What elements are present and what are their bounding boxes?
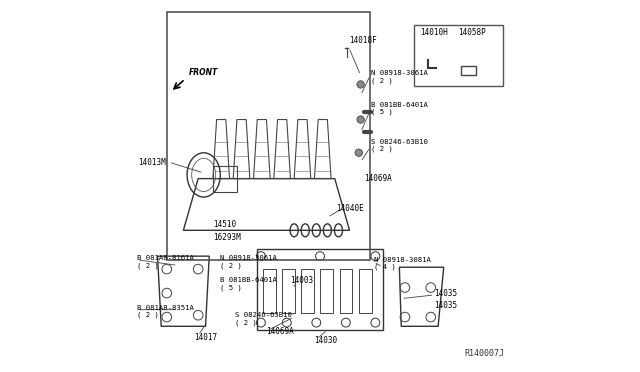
- Bar: [167, 13, 370, 260]
- Bar: [321, 269, 333, 313]
- Text: B 081BB-6401A: B 081BB-6401A: [220, 277, 277, 283]
- Text: 14069A: 14069A: [266, 327, 294, 336]
- Bar: [282, 269, 295, 313]
- Bar: [359, 269, 372, 313]
- Text: ( 2 ): ( 2 ): [371, 146, 393, 152]
- Bar: [461, 66, 476, 75]
- Bar: [213, 166, 237, 192]
- Circle shape: [357, 81, 364, 88]
- Text: ( 2 ): ( 2 ): [235, 320, 257, 326]
- Text: ( 5 ): ( 5 ): [220, 284, 242, 291]
- Text: B 081BB-6401A: B 081BB-6401A: [371, 102, 428, 108]
- Text: S 08246-63B10: S 08246-63B10: [235, 312, 292, 318]
- Text: FRONT: FRONT: [189, 68, 218, 77]
- Text: 14069A: 14069A: [364, 174, 392, 183]
- Text: B 081A8-8351A: B 081A8-8351A: [137, 305, 194, 311]
- Text: 14030: 14030: [314, 336, 337, 345]
- Text: 14017: 14017: [195, 333, 218, 342]
- Text: ( 2 ): ( 2 ): [137, 262, 159, 269]
- Text: 14018F: 14018F: [349, 36, 378, 45]
- Bar: [414, 25, 503, 86]
- Text: 14040E: 14040E: [337, 203, 364, 213]
- Text: 14010H: 14010H: [420, 28, 448, 37]
- Text: 14035: 14035: [435, 301, 458, 311]
- Text: 14003: 14003: [291, 276, 314, 285]
- Text: R140007J: R140007J: [464, 350, 504, 359]
- Text: 14013M: 14013M: [138, 157, 166, 167]
- Text: 14058P: 14058P: [458, 28, 486, 37]
- Text: S 08246-63B10: S 08246-63B10: [371, 139, 428, 145]
- Text: ( 2 ): ( 2 ): [371, 77, 393, 84]
- Text: ( 4 ): ( 4 ): [374, 264, 396, 270]
- Text: B 081A8-8161A: B 081A8-8161A: [137, 255, 194, 261]
- Text: 14035: 14035: [435, 289, 458, 298]
- Bar: [340, 269, 353, 313]
- Circle shape: [357, 116, 364, 123]
- Text: N 08918-3081A: N 08918-3081A: [374, 257, 431, 263]
- Bar: [301, 269, 314, 313]
- Text: ( 5 ): ( 5 ): [371, 109, 393, 115]
- Text: 16293M: 16293M: [213, 233, 241, 242]
- Text: N 08918-3061A: N 08918-3061A: [220, 255, 277, 261]
- Circle shape: [355, 149, 362, 157]
- Text: ( 2 ): ( 2 ): [220, 262, 242, 269]
- Text: N 08918-3061A: N 08918-3061A: [371, 70, 428, 76]
- Text: ( 2 ): ( 2 ): [137, 312, 159, 318]
- Text: 14510: 14510: [213, 220, 236, 229]
- Bar: [263, 269, 276, 313]
